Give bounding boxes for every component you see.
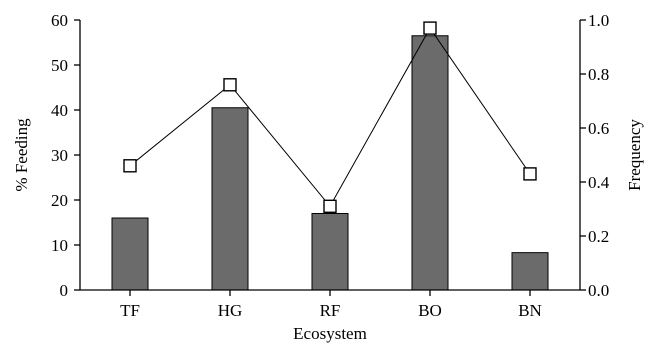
y-tick-label: 10 bbox=[51, 236, 68, 255]
bar-bn bbox=[511, 252, 549, 291]
y-tick-label: 30 bbox=[51, 146, 68, 165]
y-tick-label: 60 bbox=[51, 11, 68, 30]
x-tick-label-bo: BO bbox=[418, 301, 442, 320]
y-axis-title: % Feeding bbox=[12, 118, 31, 192]
y2-tick-label: 0.0 bbox=[588, 281, 609, 300]
x-axis-title: Ecosystem bbox=[293, 324, 367, 343]
y2-axis-title: Frequency bbox=[625, 119, 644, 191]
axes bbox=[74, 19, 586, 296]
y2-tick-label: 0.2 bbox=[588, 227, 609, 246]
tick-labels: 0 10 20 30 40 50 60 0.0 0.2 0.4 0.6 0.8 1.0 TF HG RF BO B… bbox=[51, 11, 610, 320]
y2-tick-label: 0.4 bbox=[588, 173, 610, 192]
y2-tick-label: 0.6 bbox=[588, 119, 609, 138]
bar-tf bbox=[111, 217, 149, 291]
x-tick-label-hg: HG bbox=[218, 301, 243, 320]
frequency-marker-tf bbox=[123, 159, 137, 173]
x-tick-label-bn: BN bbox=[518, 301, 542, 320]
y2-tick-label: 1.0 bbox=[588, 11, 609, 30]
frequency-marker-bn bbox=[523, 167, 537, 181]
y2-tick-label: 0.8 bbox=[588, 65, 609, 84]
y-tick-label: 40 bbox=[51, 101, 68, 120]
y-tick-label: 20 bbox=[51, 191, 68, 210]
frequency-marker-rf bbox=[323, 199, 337, 214]
bar-hg bbox=[211, 107, 249, 291]
frequency-marker-hg bbox=[223, 78, 237, 92]
x-tick-label-tf: TF bbox=[120, 301, 140, 320]
bars bbox=[111, 35, 549, 291]
x-tick-label-rf: RF bbox=[320, 301, 341, 320]
y-tick-label: 50 bbox=[51, 56, 68, 75]
y-tick-label: 0 bbox=[60, 281, 69, 300]
bar-rf bbox=[311, 213, 349, 291]
bar-bo bbox=[411, 35, 449, 291]
frequency-line bbox=[129, 27, 531, 208]
frequency-marker-bo bbox=[423, 21, 437, 35]
frequency-series bbox=[123, 21, 537, 214]
